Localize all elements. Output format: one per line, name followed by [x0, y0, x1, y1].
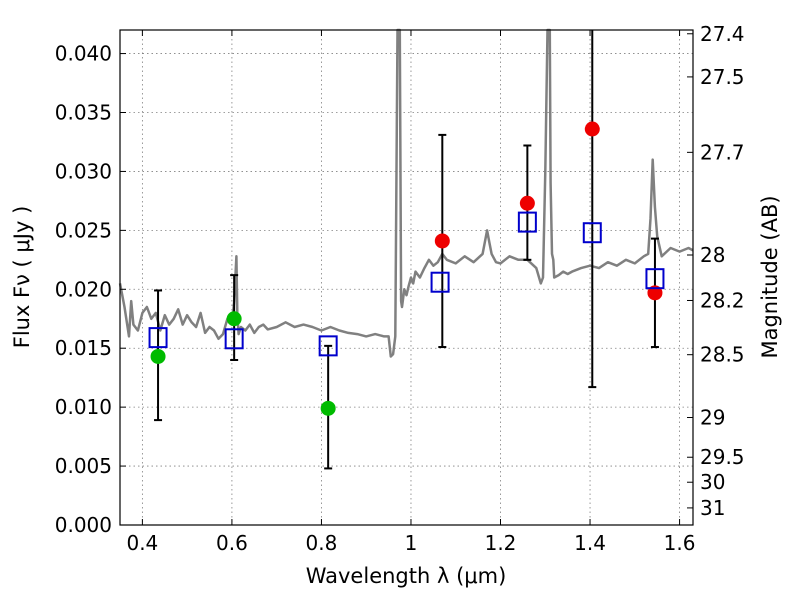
y-tick-label: 0.035 [55, 101, 112, 125]
x-ticks: 0.4 0.6 0.8 1 1.2 1.4 1.6 [126, 30, 695, 555]
x-tick-label: 0.4 [126, 531, 158, 555]
y2-tick-label: 29.5 [700, 445, 745, 469]
blue-model-square [582, 222, 602, 244]
y2-tick-label: 29 [700, 406, 725, 430]
y-tick-label: 0.000 [55, 513, 112, 537]
y-ticks: 0.000 0.005 0.010 0.015 0.020 0.025 0.030 0.035… [55, 42, 126, 537]
y2-tick-label: 27.7 [700, 140, 745, 164]
x-tick-label: 0.8 [306, 531, 338, 555]
y2-tick-label: 28.5 [700, 343, 745, 367]
red-point [584, 121, 600, 137]
plot-frame [119, 29, 694, 526]
green-point [226, 311, 242, 327]
blue-model-square [430, 271, 450, 293]
y-tick-label: 0.040 [55, 42, 112, 66]
y2-tick-label: 28.2 [700, 288, 745, 312]
spectrum [118, 28, 694, 358]
x-tick-label: 1.4 [574, 531, 606, 555]
y-axis-label: Flux Fν ( μJy ) [10, 206, 34, 349]
x-tick-label: 1 [405, 531, 418, 555]
x-tick-label: 1.6 [664, 531, 696, 555]
x-tick-label: 0.6 [216, 531, 248, 555]
y-tick-label: 0.020 [55, 277, 112, 301]
blue-model-square [645, 268, 665, 290]
blue-model-square [517, 211, 537, 233]
y2-tick-label: 28 [700, 243, 725, 267]
markers [148, 121, 665, 416]
red-point [519, 195, 535, 211]
y2-tick-label: 30 [700, 470, 725, 494]
y-tick-label: 0.015 [55, 336, 112, 360]
y2-tick-label: 27.5 [700, 65, 745, 89]
x-tick-label: 1.2 [485, 531, 517, 555]
blue-model-square [318, 335, 338, 357]
blue-model-square [148, 327, 168, 349]
y-tick-label: 0.025 [55, 218, 112, 242]
red-point [434, 233, 450, 249]
green-point [150, 348, 166, 364]
y2-axis-label: Magnitude (AB) [758, 195, 782, 358]
y2-tick-label: 27.4 [700, 22, 745, 46]
y-tick-label: 0.005 [55, 454, 112, 478]
green-point [320, 400, 336, 416]
y2-tick-label: 31 [700, 496, 725, 520]
blue-model-square [224, 328, 244, 350]
x-axis-label: Wavelength λ (μm) [306, 564, 507, 588]
spectrum-line [118, 28, 694, 358]
y-tick-label: 0.030 [55, 159, 112, 183]
y-tick-label: 0.010 [55, 395, 112, 419]
